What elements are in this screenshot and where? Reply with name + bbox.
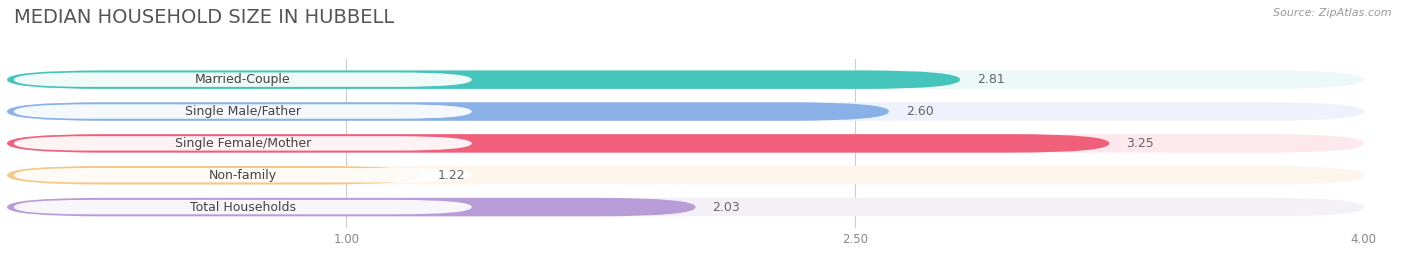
FancyBboxPatch shape (7, 70, 960, 89)
FancyBboxPatch shape (7, 102, 889, 121)
FancyBboxPatch shape (14, 168, 472, 183)
Text: Married-Couple: Married-Couple (195, 73, 291, 86)
Text: 2.81: 2.81 (977, 73, 1005, 86)
FancyBboxPatch shape (7, 198, 1364, 216)
FancyBboxPatch shape (7, 198, 696, 216)
Text: 1.22: 1.22 (437, 169, 465, 182)
Text: Single Female/Mother: Single Female/Mother (174, 137, 311, 150)
FancyBboxPatch shape (7, 70, 1364, 89)
Text: 2.60: 2.60 (905, 105, 934, 118)
FancyBboxPatch shape (7, 166, 420, 184)
FancyBboxPatch shape (14, 104, 472, 119)
FancyBboxPatch shape (14, 200, 472, 214)
Text: Source: ZipAtlas.com: Source: ZipAtlas.com (1274, 8, 1392, 18)
FancyBboxPatch shape (7, 134, 1109, 152)
Text: 2.03: 2.03 (713, 200, 741, 214)
Text: MEDIAN HOUSEHOLD SIZE IN HUBBELL: MEDIAN HOUSEHOLD SIZE IN HUBBELL (14, 8, 394, 27)
FancyBboxPatch shape (7, 102, 1364, 121)
FancyBboxPatch shape (14, 72, 472, 87)
FancyBboxPatch shape (14, 136, 472, 151)
Text: Single Male/Father: Single Male/Father (184, 105, 301, 118)
FancyBboxPatch shape (7, 166, 1364, 184)
FancyBboxPatch shape (7, 134, 1364, 152)
Text: Total Households: Total Households (190, 200, 295, 214)
Text: Non-family: Non-family (208, 169, 277, 182)
Text: 3.25: 3.25 (1126, 137, 1154, 150)
